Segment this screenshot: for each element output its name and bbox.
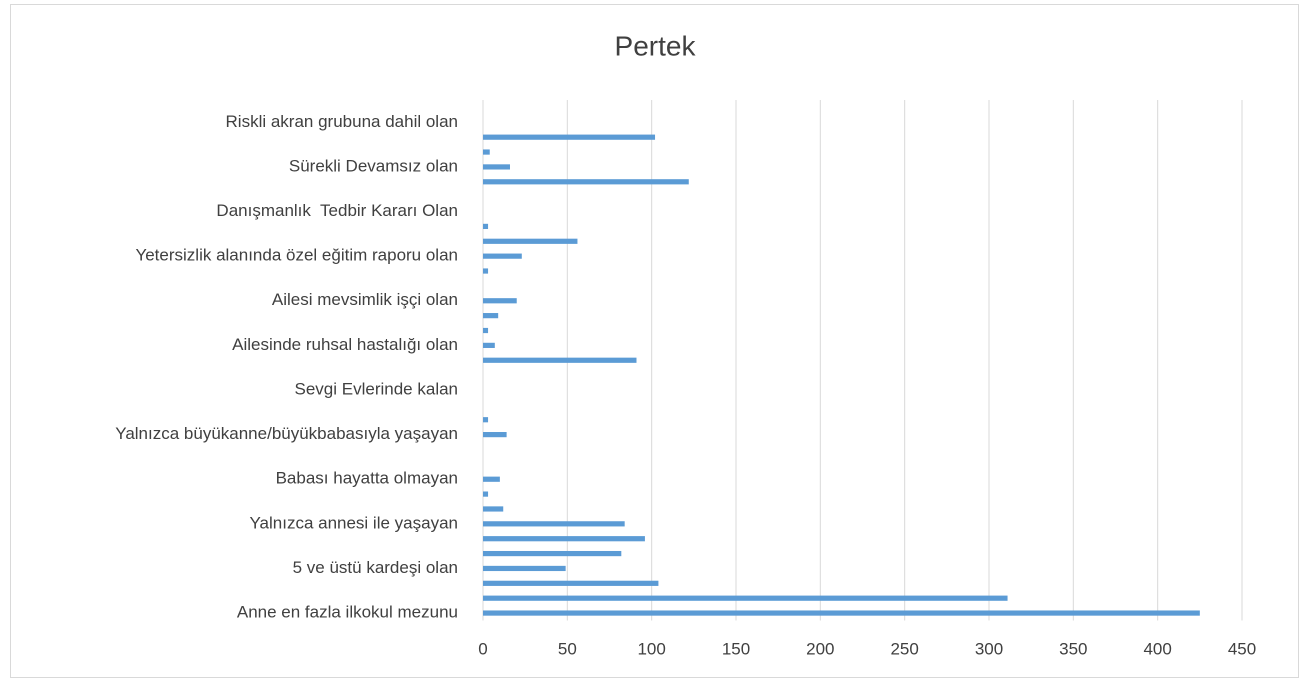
bar — [483, 595, 1008, 601]
x-tick-label: 200 — [806, 639, 834, 658]
bar — [483, 491, 489, 497]
bar — [483, 327, 489, 334]
bar — [483, 223, 489, 230]
bar — [483, 357, 637, 363]
y-tick-label: 5 ve üstü kardeşi olan — [293, 558, 458, 577]
y-tick-label: Yalnızca annesi ile yaşayan — [249, 513, 458, 532]
bar — [483, 417, 489, 423]
y-tick-label: Yetersizlik alanında özel eğitim raporu … — [135, 246, 458, 265]
bar — [483, 164, 510, 170]
bar — [483, 536, 645, 542]
y-tick-label: Anne en fazla ilkokul mezunu — [237, 603, 458, 622]
bar — [483, 342, 495, 348]
x-tick-label: 350 — [1059, 639, 1087, 658]
y-tick-label: Ailesinde ruhsal hastalığı olan — [232, 335, 458, 354]
bar — [483, 149, 490, 155]
bar — [483, 521, 625, 527]
bar — [483, 550, 622, 557]
x-tick-label: 400 — [1143, 639, 1171, 658]
x-tick-label: 300 — [975, 639, 1003, 658]
x-tick-label: 450 — [1228, 639, 1256, 658]
bar — [483, 506, 504, 512]
y-tick-label: Yalnızca büyükanne/büyükbabasıyla yaşaya… — [115, 424, 458, 443]
bar — [483, 134, 656, 140]
y-tick-label: Sürekli Devamsız olan — [289, 156, 458, 175]
bar — [483, 580, 659, 586]
x-tick-label: 50 — [558, 639, 577, 658]
chart-title: Pertek — [615, 30, 697, 61]
bar — [483, 298, 517, 304]
chart-border — [10, 4, 1299, 678]
x-tick-label: 100 — [637, 639, 665, 658]
bar — [483, 610, 1200, 616]
y-tick-label: Babası hayatta olmayan — [276, 469, 458, 488]
x-tick-label: 150 — [722, 639, 750, 658]
y-tick-label: Sevgi Evlerinde kalan — [295, 379, 458, 398]
y-tick-label: Danışmanlık Tedbir Kararı Olan — [216, 201, 458, 220]
bar — [483, 432, 507, 438]
y-tick-label: Riskli akran grubuna dahil olan — [226, 112, 458, 131]
bar — [483, 238, 578, 244]
bar — [483, 476, 500, 482]
x-tick-label: 0 — [478, 639, 487, 658]
bar — [483, 179, 689, 185]
bar — [483, 313, 499, 319]
bar — [483, 253, 522, 259]
x-tick-label: 250 — [890, 639, 918, 658]
bar — [483, 565, 566, 572]
bar — [483, 268, 489, 274]
y-tick-label: Ailesi mevsimlik işçi olan — [272, 290, 458, 309]
